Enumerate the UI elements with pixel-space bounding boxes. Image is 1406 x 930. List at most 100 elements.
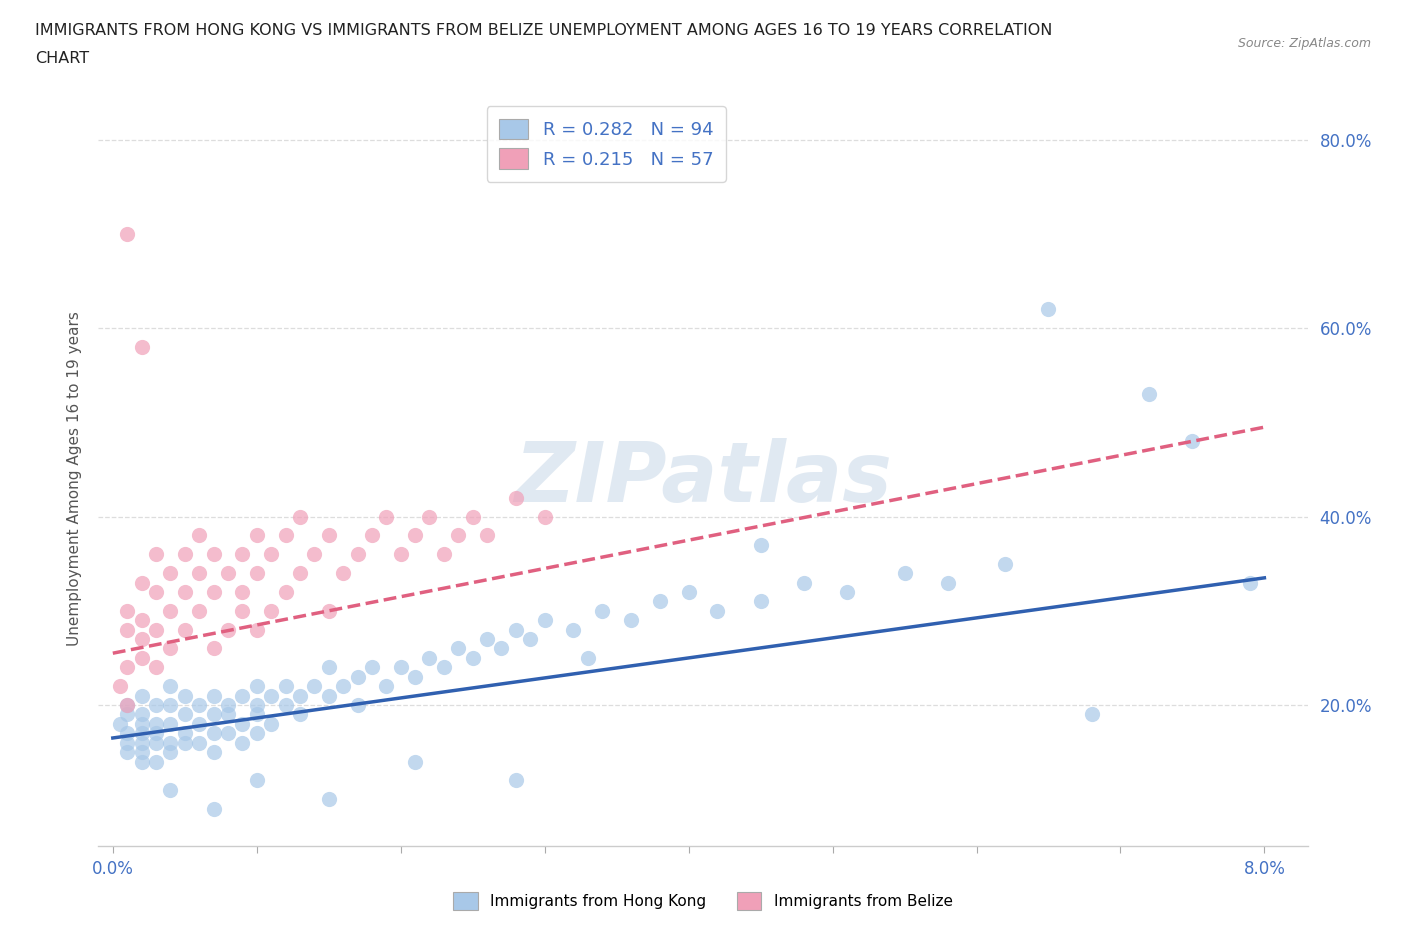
Point [217, 565, 239, 580]
Point [433, 547, 456, 562]
Point [591, 604, 613, 618]
Point [404, 670, 426, 684]
Point [404, 528, 426, 543]
Point [505, 490, 527, 505]
Point [145, 660, 167, 675]
Point [159, 698, 181, 712]
Point [131, 613, 153, 628]
Point [202, 801, 225, 816]
Point [188, 604, 211, 618]
Point [274, 698, 297, 712]
Point [346, 547, 368, 562]
Point [318, 660, 340, 675]
Point [231, 688, 253, 703]
Point [131, 339, 153, 354]
Point [173, 585, 195, 600]
Text: ZIPatlas: ZIPatlas [515, 438, 891, 520]
Point [159, 641, 181, 656]
Point [389, 660, 412, 675]
Point [749, 594, 772, 609]
Point [217, 622, 239, 637]
Point [202, 547, 225, 562]
Point [202, 707, 225, 722]
Point [288, 707, 311, 722]
Point [173, 688, 195, 703]
Point [346, 698, 368, 712]
Point [678, 585, 700, 600]
Point [246, 698, 269, 712]
Point [159, 782, 181, 797]
Point [231, 604, 253, 618]
Point [418, 650, 440, 665]
Point [246, 707, 269, 722]
Point [475, 528, 498, 543]
Point [361, 660, 384, 675]
Point [217, 698, 239, 712]
Point [188, 565, 211, 580]
Point [173, 736, 195, 751]
Legend: R = 0.282   N = 94, R = 0.215   N = 57: R = 0.282 N = 94, R = 0.215 N = 57 [486, 106, 725, 182]
Point [131, 707, 153, 722]
Point [202, 585, 225, 600]
Point [447, 641, 470, 656]
Point [1181, 433, 1204, 448]
Point [115, 604, 138, 618]
Point [304, 547, 326, 562]
Point [115, 725, 138, 740]
Point [418, 510, 440, 525]
Point [108, 716, 131, 731]
Point [217, 725, 239, 740]
Point [288, 510, 311, 525]
Point [835, 585, 858, 600]
Point [131, 754, 153, 769]
Point [115, 660, 138, 675]
Point [173, 547, 195, 562]
Point [519, 631, 541, 646]
Point [793, 575, 815, 590]
Point [318, 528, 340, 543]
Point [346, 670, 368, 684]
Point [648, 594, 671, 609]
Point [533, 510, 555, 525]
Point [361, 528, 384, 543]
Point [159, 679, 181, 694]
Point [288, 565, 311, 580]
Point [145, 754, 167, 769]
Point [491, 641, 513, 656]
Point [115, 698, 138, 712]
Point [145, 716, 167, 731]
Point [505, 773, 527, 788]
Point [246, 679, 269, 694]
Point [274, 585, 297, 600]
Point [131, 631, 153, 646]
Point [159, 565, 181, 580]
Text: Source: ZipAtlas.com: Source: ZipAtlas.com [1237, 37, 1371, 50]
Point [131, 725, 153, 740]
Point [115, 622, 138, 637]
Point [202, 641, 225, 656]
Point [173, 622, 195, 637]
Point [231, 736, 253, 751]
Point [375, 679, 398, 694]
Point [131, 745, 153, 760]
Point [115, 698, 138, 712]
Point [231, 716, 253, 731]
Point [115, 227, 138, 242]
Point [706, 604, 728, 618]
Point [1239, 575, 1261, 590]
Point [749, 538, 772, 552]
Y-axis label: Unemployment Among Ages 16 to 19 years: Unemployment Among Ages 16 to 19 years [66, 312, 82, 646]
Point [131, 716, 153, 731]
Point [274, 679, 297, 694]
Point [994, 556, 1017, 571]
Point [274, 528, 297, 543]
Point [159, 736, 181, 751]
Point [389, 547, 412, 562]
Point [1137, 387, 1160, 402]
Point [562, 622, 585, 637]
Point [188, 736, 211, 751]
Point [475, 631, 498, 646]
Point [246, 622, 269, 637]
Point [461, 650, 484, 665]
Point [332, 679, 354, 694]
